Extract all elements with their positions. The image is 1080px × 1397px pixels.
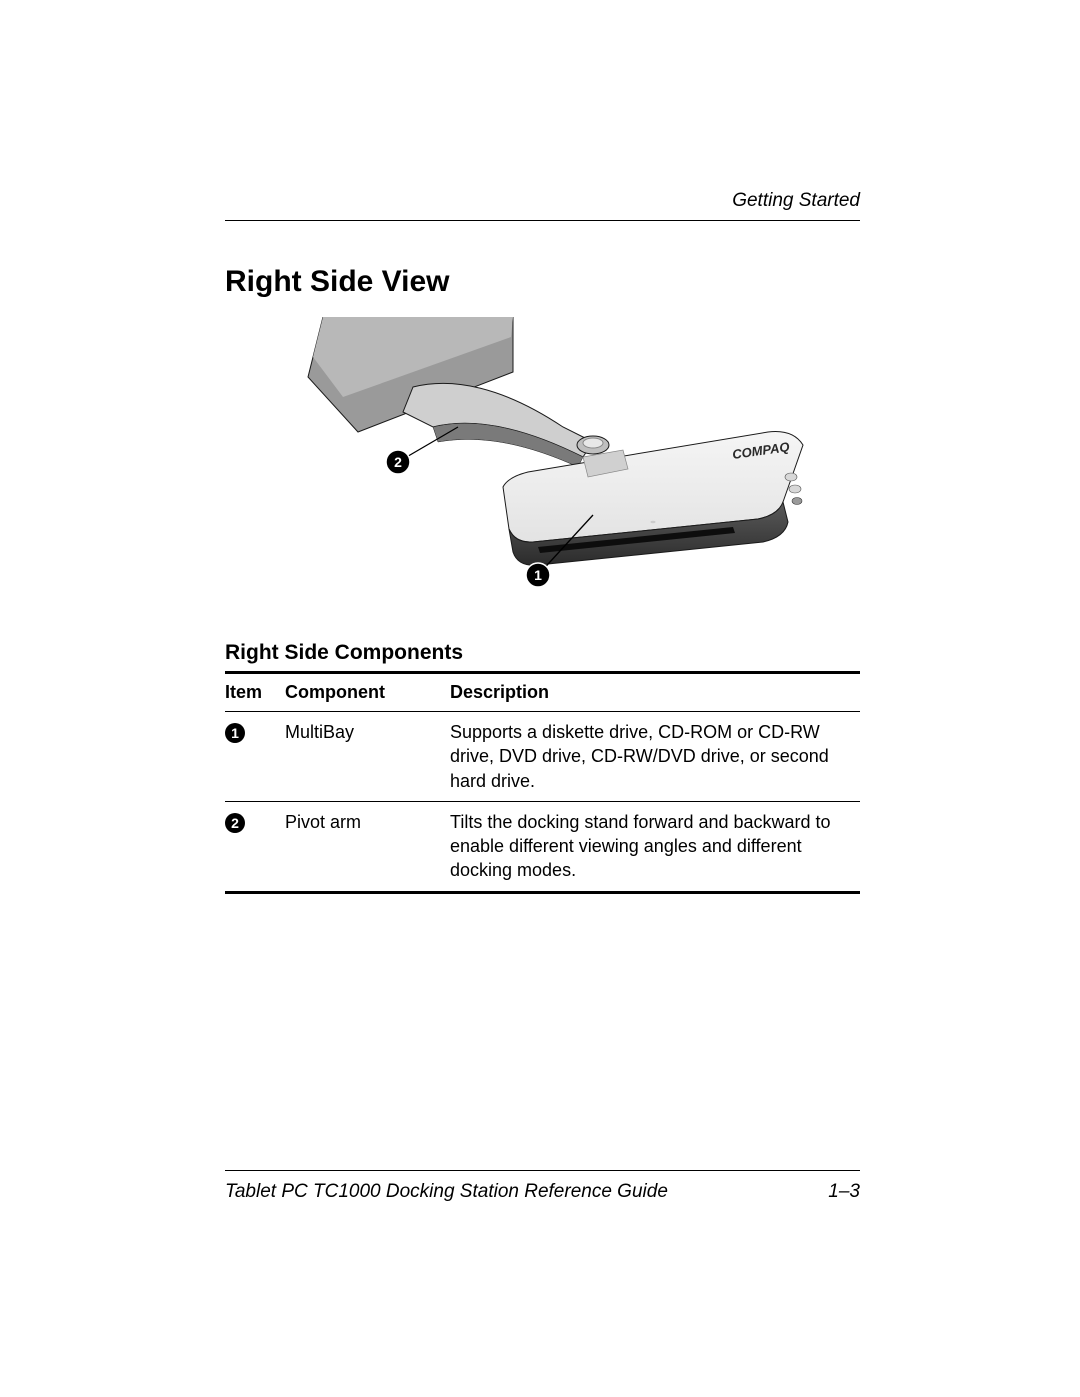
item-number-badge: 2 (225, 813, 245, 833)
col-header-component: Component (285, 674, 450, 712)
col-header-description: Description (450, 674, 860, 712)
page-footer: Tablet PC TC1000 Docking Station Referen… (225, 1170, 860, 1203)
table-header-row: Item Component Description (225, 674, 860, 712)
item-number-badge: 1 (225, 723, 245, 743)
footer-page-number: 1–3 (828, 1181, 860, 1203)
section-title: Right Side View (225, 265, 860, 299)
svg-text:2: 2 (394, 454, 402, 470)
page-content: Getting Started Right Side View COMPAQ21… (225, 190, 860, 894)
table-row: 2 Pivot armTilts the docking stand forwar… (225, 801, 860, 892)
col-header-item: Item (225, 674, 285, 712)
cell-component: Pivot arm (285, 801, 450, 892)
table-title: Right Side Components (225, 641, 860, 674)
components-table: Item Component Description 1 MultiBaySupp… (225, 674, 860, 894)
cell-component: MultiBay (285, 712, 450, 802)
product-figure: COMPAQ21 (225, 317, 860, 607)
footer-doc-title: Tablet PC TC1000 Docking Station Referen… (225, 1181, 668, 1203)
table-row: 1 MultiBaySupports a diskette drive, CD-R… (225, 712, 860, 802)
svg-text:1: 1 (534, 567, 542, 583)
running-head: Getting Started (225, 190, 860, 221)
cell-description: Tilts the docking stand forward and back… (450, 801, 860, 892)
cell-item: 2 (225, 801, 285, 892)
cell-item: 1 (225, 712, 285, 802)
right-side-view-diagram: COMPAQ21 (263, 317, 823, 607)
cell-description: Supports a diskette drive, CD-ROM or CD-… (450, 712, 860, 802)
